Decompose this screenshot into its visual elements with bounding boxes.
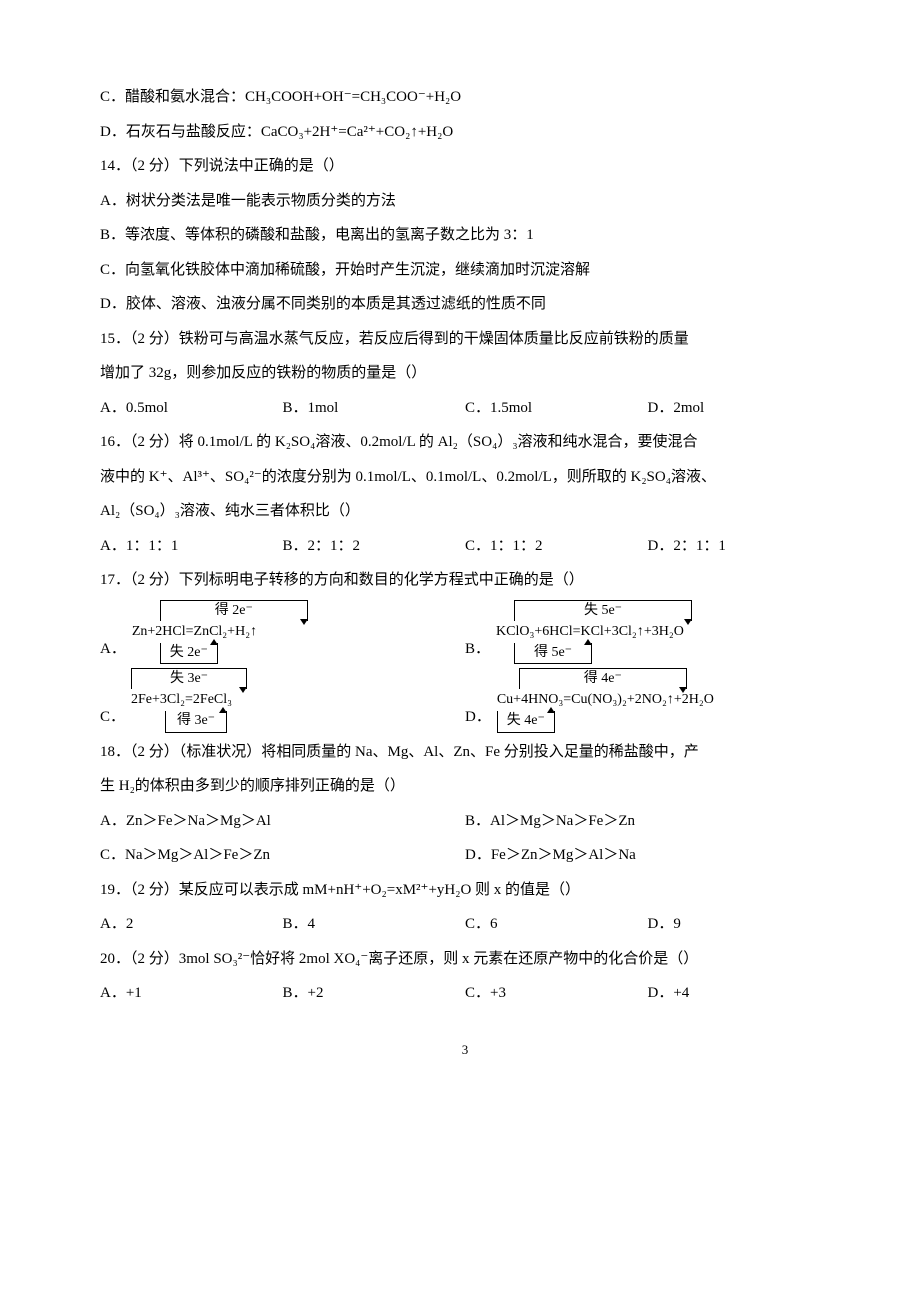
q17-option-a: A． 得 2e⁻ Zn+2HCl=ZnCl₂+H₂↑ 失 2e⁻ — [100, 598, 465, 667]
q16-stem-line1: 16．（2 分）将 0.1mol/L 的 K₂SO₄溶液、0.2mol/L 的 … — [100, 425, 830, 460]
page-number: 3 — [100, 1035, 830, 1065]
q16-option-d: D．2：1：1 — [648, 529, 831, 564]
q14-stem: 14．（2 分）下列说法中正确的是（） — [100, 149, 830, 184]
q16-option-a: A．1：1：1 — [100, 529, 283, 564]
q15-option-c: C．1.5mol — [465, 391, 648, 426]
q17-a-bot: 失 2e⁻ — [160, 643, 218, 664]
q14-option-a: A．树状分类法是唯一能表示物质分类的方法 — [100, 184, 830, 219]
q20-options: A．+1 B．+2 C．+3 D．+4 — [100, 976, 830, 1011]
q16-options: A．1：1：1 B．2：1：2 C．1：1：2 D．2：1：1 — [100, 529, 830, 564]
q18-stem-line1: 18．（2 分）（标准状况）将相同质量的 Na、Mg、Al、Zn、Fe 分别投入… — [100, 735, 830, 770]
q17-d-label: D． — [465, 700, 491, 735]
q17-row2: C． 失 3e⁻ 2Fe+3Cl₂=2FeCl₃ 得 3e⁻ D． 得 4e⁻ … — [100, 666, 830, 735]
q13-option-c: C．醋酸和氨水混合：CH₃COOH+OH⁻=CH₃COO⁻+H₂O — [100, 80, 830, 115]
q20-option-a: A．+1 — [100, 976, 283, 1011]
q16-stem-line2: 液中的 K⁺、Al³⁺、SO₄²⁻的浓度分别为 0.1mol/L、0.1mol/… — [100, 460, 830, 495]
q20-stem: 20．（2 分）3mol SO₃²⁻恰好将 2mol XO₄⁻离子还原，则 x … — [100, 942, 830, 977]
q18-option-b: B．Al＞Mg＞Na＞Fe＞Zn — [465, 804, 830, 839]
q17-d-top: 得 4e⁻ — [519, 668, 687, 689]
q20-option-d: D．+4 — [648, 976, 831, 1011]
q18-options1: A．Zn＞Fe＞Na＞Mg＞Al B．Al＞Mg＞Na＞Fe＞Zn — [100, 804, 830, 839]
q19-option-d: D．9 — [648, 907, 831, 942]
q17-b-bot: 得 5e⁻ — [514, 643, 592, 664]
q20-option-c: C．+3 — [465, 976, 648, 1011]
q19-option-b: B．4 — [283, 907, 466, 942]
q14-option-b: B．等浓度、等体积的磷酸和盐酸，电离出的氢离子数之比为 3：1 — [100, 218, 830, 253]
q18-option-d: D．Fe＞Zn＞Mg＞Al＞Na — [465, 838, 830, 873]
q19-option-a: A．2 — [100, 907, 283, 942]
q14-option-c: C．向氢氧化铁胶体中滴加稀硫酸，开始时产生沉淀，继续滴加时沉淀溶解 — [100, 253, 830, 288]
q15-stem-line1: 15．（2 分）铁粉可与高温水蒸气反应，若反应后得到的干燥固体质量比反应前铁粉的… — [100, 322, 830, 357]
q14-option-d: D．胶体、溶液、浊液分属不同类别的本质是其透过滤纸的性质不同 — [100, 287, 830, 322]
q17-c-label: C． — [100, 700, 125, 735]
q15-option-a: A．0.5mol — [100, 391, 283, 426]
q15-stem-line2: 增加了 32g，则参加反应的铁粉的物质的量是（） — [100, 356, 830, 391]
q16-option-b: B．2：1：2 — [283, 529, 466, 564]
q18-option-a: A．Zn＞Fe＞Na＞Mg＞Al — [100, 804, 465, 839]
q16-option-c: C．1：1：2 — [465, 529, 648, 564]
q17-c-top: 失 3e⁻ — [131, 668, 247, 689]
q16-stem-line3: Al₂（SO₄）₃溶液、纯水三者体积比（） — [100, 494, 830, 529]
q17-row1: A． 得 2e⁻ Zn+2HCl=ZnCl₂+H₂↑ 失 2e⁻ B． 失 5e… — [100, 598, 830, 667]
q17-option-c: C． 失 3e⁻ 2Fe+3Cl₂=2FeCl₃ 得 3e⁻ — [100, 666, 465, 735]
q17-b-label: B． — [465, 632, 490, 667]
q17-a-top: 得 2e⁻ — [160, 600, 308, 621]
q17-a-label: A． — [100, 632, 126, 667]
q13-option-d: D．石灰石与盐酸反应：CaCO₃+2H⁺=Ca²⁺+CO₂↑+H₂O — [100, 115, 830, 150]
q17-b-mid: KClO₃+6HCl=KCl+3Cl₂↑+3H₂O — [496, 621, 692, 643]
q15-option-b: B．1mol — [283, 391, 466, 426]
q17-c-bot: 得 3e⁻ — [165, 711, 227, 732]
q15-options: A．0.5mol B．1mol C．1.5mol D．2mol — [100, 391, 830, 426]
q18-options2: C．Na＞Mg＞Al＞Fe＞Zn D．Fe＞Zn＞Mg＞Al＞Na — [100, 838, 830, 873]
q19-stem: 19．（2 分）某反应可以表示成 mM+nH⁺+O₂=xM²⁺+yH₂O 则 x… — [100, 873, 830, 908]
q20-option-b: B．+2 — [283, 976, 466, 1011]
q17-d-bot: 失 4e⁻ — [497, 711, 555, 732]
q17-b-top: 失 5e⁻ — [514, 600, 692, 621]
q19-options: A．2 B．4 C．6 D．9 — [100, 907, 830, 942]
q19-option-c: C．6 — [465, 907, 648, 942]
q17-option-d: D． 得 4e⁻ Cu+4HNO₃=Cu(NO₃)₂+2NO₂↑+2H₂O 失 … — [465, 666, 830, 735]
q18-stem-line2: 生 H₂的体积由多到少的顺序排列正确的是（） — [100, 769, 830, 804]
q17-c-diagram: 失 3e⁻ 2Fe+3Cl₂=2FeCl₃ 得 3e⁻ — [131, 666, 257, 735]
q17-d-diagram: 得 4e⁻ Cu+4HNO₃=Cu(NO₃)₂+2NO₂↑+2H₂O 失 4e⁻ — [497, 666, 714, 735]
q17-stem: 17．（2 分）下列标明电子转移的方向和数目的化学方程式中正确的是（） — [100, 563, 830, 598]
q17-option-b: B． 失 5e⁻ KClO₃+6HCl=KCl+3Cl₂↑+3H₂O 得 5e⁻ — [465, 598, 830, 667]
q17-a-mid: Zn+2HCl=ZnCl₂+H₂↑ — [132, 621, 308, 643]
q17-b-diagram: 失 5e⁻ KClO₃+6HCl=KCl+3Cl₂↑+3H₂O 得 5e⁻ — [496, 598, 692, 667]
q18-option-c: C．Na＞Mg＞Al＞Fe＞Zn — [100, 838, 465, 873]
q17-a-diagram: 得 2e⁻ Zn+2HCl=ZnCl₂+H₂↑ 失 2e⁻ — [132, 598, 308, 667]
q15-option-d: D．2mol — [648, 391, 831, 426]
